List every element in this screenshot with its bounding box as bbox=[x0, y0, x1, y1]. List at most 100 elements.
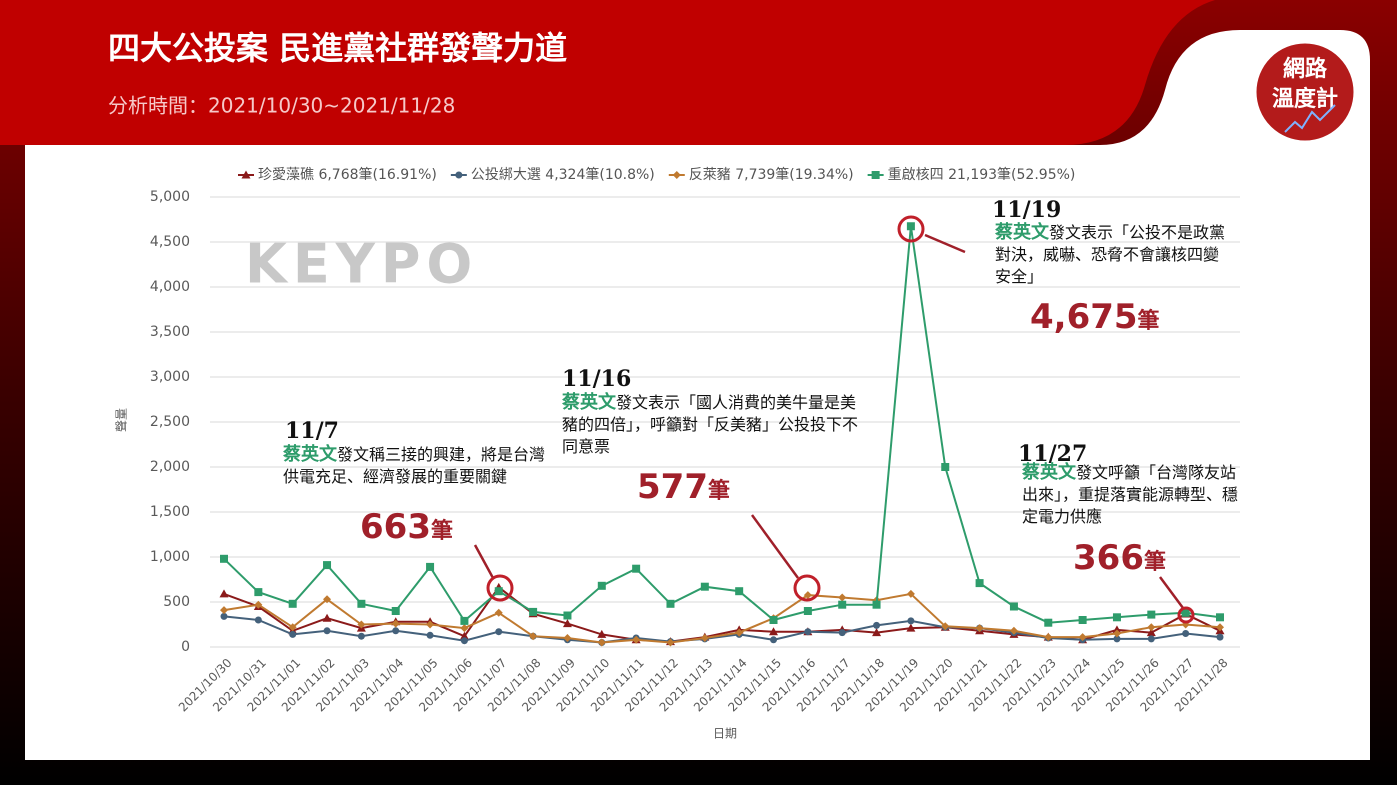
data-point bbox=[769, 616, 778, 624]
data-point bbox=[1044, 633, 1053, 642]
data-point bbox=[426, 562, 435, 571]
y-tick-label: 5,000 bbox=[150, 189, 190, 205]
data-point bbox=[1044, 618, 1053, 627]
data-point bbox=[632, 564, 641, 573]
data-point bbox=[241, 170, 251, 179]
highlight-ring bbox=[793, 574, 821, 602]
data-point bbox=[1078, 616, 1087, 624]
y-tick-label: 4,000 bbox=[150, 279, 190, 295]
highlight-ring bbox=[1177, 606, 1195, 624]
data-point bbox=[323, 595, 332, 604]
data-point bbox=[220, 606, 228, 615]
data-point bbox=[1009, 602, 1018, 611]
annotation-text: 蔡英文發文稱三接的興建，將是台灣供電充足、經濟發展的重要關鍵 bbox=[283, 444, 558, 488]
count-number: 577 bbox=[637, 467, 708, 507]
data-point bbox=[769, 627, 779, 636]
pointer-line bbox=[473, 544, 495, 579]
data-point bbox=[1181, 608, 1190, 617]
legend-label: 重啟核四 21,193筆(52.95%) bbox=[888, 167, 1076, 183]
data-point bbox=[872, 600, 881, 609]
data-point bbox=[838, 593, 847, 602]
count-unit: 筆 bbox=[430, 519, 453, 544]
data-point bbox=[975, 579, 984, 588]
highlight-ring bbox=[897, 215, 925, 243]
data-point bbox=[1078, 633, 1087, 642]
data-point bbox=[455, 171, 463, 179]
annotation-text: 蔡英文發文表示「公投不是政黨對決，威嚇、恐脅不會讓核四變安全」 bbox=[995, 222, 1230, 288]
data-point bbox=[872, 628, 882, 637]
annotation-speaker: 蔡英文 bbox=[995, 222, 1049, 243]
data-point bbox=[391, 607, 400, 615]
data-point bbox=[1216, 633, 1224, 641]
data-point bbox=[975, 624, 984, 633]
y-tick-label: 2,500 bbox=[150, 414, 190, 430]
data-point bbox=[1113, 635, 1121, 643]
data-point bbox=[803, 607, 812, 615]
y-tick-label: 0 bbox=[181, 639, 190, 655]
data-point bbox=[219, 589, 229, 598]
data-point bbox=[1216, 623, 1224, 632]
data-point bbox=[1147, 623, 1156, 632]
data-point bbox=[1146, 628, 1156, 637]
data-point bbox=[460, 616, 469, 625]
pointer-line bbox=[750, 514, 800, 579]
annotation-body: 發文稱三接的興建，將是台灣供電充足、經濟發展的重要關鍵 bbox=[283, 445, 546, 486]
data-point bbox=[494, 608, 503, 617]
count-number: 663 bbox=[360, 507, 431, 547]
data-point bbox=[838, 600, 847, 609]
data-point bbox=[562, 619, 572, 628]
data-point bbox=[460, 624, 469, 633]
data-point bbox=[459, 631, 469, 640]
pointer-line bbox=[1158, 576, 1185, 609]
data-point bbox=[288, 599, 297, 608]
count-number: 4,675 bbox=[1030, 297, 1138, 337]
annotation-date: 11/7 bbox=[285, 418, 339, 444]
legend-label: 公投綁大選 4,324筆(10.8%) bbox=[471, 167, 655, 183]
data-point bbox=[220, 554, 228, 563]
logo-text: 網路 bbox=[1283, 56, 1328, 82]
data-point bbox=[597, 581, 606, 590]
data-point bbox=[529, 632, 538, 641]
y-tick-label: 2,000 bbox=[150, 459, 190, 475]
data-point bbox=[460, 637, 468, 645]
data-point bbox=[1147, 635, 1155, 643]
logo bbox=[1253, 40, 1357, 144]
data-point bbox=[1009, 626, 1018, 635]
data-point bbox=[1147, 610, 1156, 619]
header-band bbox=[0, 0, 1215, 145]
data-point bbox=[666, 599, 675, 608]
series-line bbox=[223, 226, 1221, 624]
data-point bbox=[254, 588, 263, 597]
annotation-date: 11/19 bbox=[992, 197, 1062, 223]
y-axis-label: 聲量 bbox=[114, 408, 129, 432]
annotation-text: 蔡英文發文表示「國人消費的美牛量是美豬的四倍」，呼籲對「反美豬」公投投下不同意票 bbox=[562, 392, 862, 458]
data-point bbox=[597, 638, 606, 647]
title: 四大公投案 民進黨社群發聲力道 bbox=[108, 29, 567, 67]
data-point bbox=[392, 627, 400, 635]
data-point bbox=[838, 629, 846, 637]
subtitle: 分析時間：2021/10/30~2021/11/28 bbox=[108, 94, 455, 118]
data-point bbox=[700, 634, 709, 642]
annotation-text: 蔡英文發文呼籲「台灣隊友站出來」，重提落實能源轉型、穩定電力供應 bbox=[1022, 462, 1247, 528]
data-point bbox=[254, 616, 262, 624]
annotation-speaker: 蔡英文 bbox=[1022, 462, 1076, 483]
data-point bbox=[529, 607, 538, 616]
data-point bbox=[391, 619, 400, 628]
y-tick-label: 500 bbox=[163, 594, 190, 610]
data-point bbox=[735, 587, 744, 596]
watermark: KEYPO bbox=[245, 233, 478, 296]
logo-wave bbox=[1284, 104, 1336, 133]
data-point bbox=[322, 613, 332, 622]
annotation-count: 577筆 bbox=[637, 467, 730, 507]
data-point bbox=[323, 561, 332, 570]
data-point bbox=[907, 617, 915, 625]
annotation-date: 11/27 bbox=[1018, 441, 1088, 467]
data-point bbox=[871, 171, 880, 179]
highlight-ring bbox=[486, 574, 514, 602]
data-point bbox=[666, 638, 675, 647]
data-point bbox=[700, 582, 709, 591]
data-point bbox=[563, 611, 572, 620]
count-unit: 筆 bbox=[1137, 309, 1160, 334]
